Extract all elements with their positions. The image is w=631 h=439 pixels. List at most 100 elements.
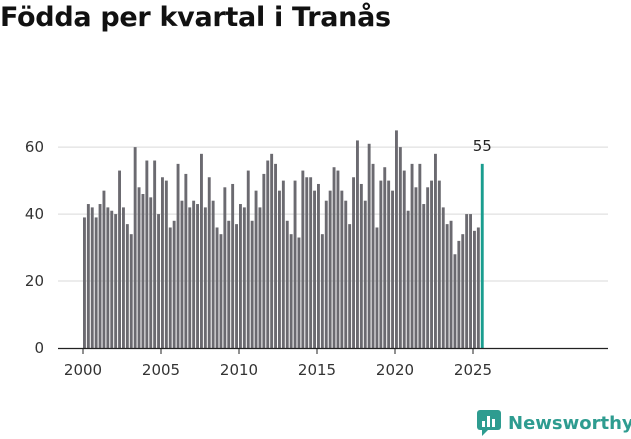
bar <box>180 200 184 348</box>
bar <box>184 173 188 348</box>
bar <box>83 217 86 348</box>
bar <box>145 160 149 348</box>
bar <box>219 234 223 348</box>
bar <box>406 210 410 348</box>
x-tick-label: 2005 <box>142 361 180 379</box>
bar <box>86 204 90 348</box>
bar <box>324 200 328 348</box>
bar <box>223 187 227 348</box>
bar <box>168 227 172 348</box>
bar <box>465 214 469 348</box>
bar <box>317 183 320 348</box>
bar <box>235 224 238 348</box>
y-tick-label: 60 <box>25 138 44 156</box>
bar <box>266 160 270 348</box>
bar <box>125 224 129 348</box>
bar <box>301 170 305 348</box>
bar <box>270 153 274 348</box>
bar <box>90 207 94 348</box>
bar <box>383 167 387 348</box>
bar <box>344 200 348 348</box>
bar <box>254 190 258 348</box>
chart-title: Födda per kvartal i Tranås <box>0 2 391 33</box>
bar <box>262 173 266 348</box>
bar <box>281 180 285 348</box>
bar <box>176 163 180 348</box>
bar-chart-icon <box>477 410 501 436</box>
brand-name: Newsworthy <box>508 412 631 434</box>
bar-latest <box>480 163 484 348</box>
bar <box>172 220 176 348</box>
bars-group <box>83 130 484 348</box>
bar <box>305 177 309 348</box>
bar <box>387 180 391 348</box>
bar <box>118 170 121 348</box>
x-tick-label: 2000 <box>64 361 102 379</box>
bar <box>445 224 449 348</box>
bar <box>141 194 145 348</box>
bar <box>274 163 277 348</box>
x-tick-label: 2020 <box>376 361 414 379</box>
bar <box>332 167 336 348</box>
bar <box>153 160 157 348</box>
bar <box>375 227 379 348</box>
bar <box>391 190 394 348</box>
bar <box>114 214 118 348</box>
bar <box>285 220 289 348</box>
y-ticks-group: 0 20 40 60 <box>25 138 44 357</box>
newsworthy-logo[interactable]: Newsworthy <box>476 407 631 439</box>
bar <box>239 204 242 348</box>
last-value-label: 55 <box>473 137 492 155</box>
bar <box>157 214 160 348</box>
bar <box>203 207 207 348</box>
bar <box>309 177 313 348</box>
bar <box>207 177 211 348</box>
bar <box>352 177 355 348</box>
bar <box>258 207 262 348</box>
bar <box>293 180 297 348</box>
bar <box>137 187 141 348</box>
bar <box>395 130 398 348</box>
bar <box>461 234 465 348</box>
bar <box>359 183 363 348</box>
bar <box>453 254 457 348</box>
bar <box>402 170 406 348</box>
bar <box>437 180 441 348</box>
bar <box>398 147 402 348</box>
bar <box>328 190 332 348</box>
bar <box>129 234 133 348</box>
bar <box>200 153 203 348</box>
bar <box>246 170 250 348</box>
bar <box>457 240 461 348</box>
bar <box>430 180 433 348</box>
bar <box>94 217 98 348</box>
bar <box>164 180 168 348</box>
bar <box>149 197 153 348</box>
bar <box>98 204 102 348</box>
bar <box>473 230 476 348</box>
bar <box>188 207 192 348</box>
bar <box>161 177 164 348</box>
bar <box>449 220 453 348</box>
bar <box>102 190 106 348</box>
x-tick-label: 2010 <box>220 361 258 379</box>
bar <box>297 237 301 348</box>
bar <box>313 190 316 348</box>
bar <box>196 204 199 348</box>
bar <box>426 187 430 348</box>
bar <box>231 183 235 348</box>
x-tick-label: 2025 <box>454 361 492 379</box>
bar <box>250 220 254 348</box>
bar <box>418 163 422 348</box>
bar <box>422 204 426 348</box>
bar <box>227 220 231 348</box>
bar <box>278 190 281 348</box>
bar <box>356 140 359 348</box>
bar <box>476 227 480 348</box>
y-tick-label: 0 <box>34 339 44 357</box>
bar <box>211 200 215 348</box>
bar <box>289 234 293 348</box>
bar <box>192 200 196 348</box>
bar <box>414 187 418 348</box>
